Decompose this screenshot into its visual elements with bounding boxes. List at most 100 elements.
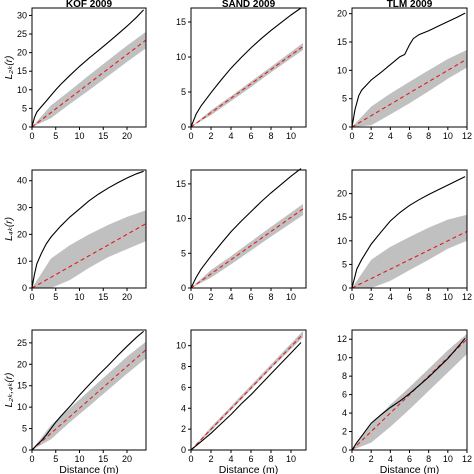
x-tick-label: 6	[407, 292, 412, 302]
panel-6: 0 2 4 6 8 10 12 0 5 10 15 20	[337, 169, 472, 302]
x-tick-label: 2	[208, 454, 213, 464]
panel-2: 0 2 4 6 8 10 0 5 10 15 SAND 2009	[176, 0, 307, 141]
x-tick-label: 2	[208, 131, 213, 141]
x-tick-label: 2	[208, 292, 213, 302]
x-tick-label: 20	[122, 292, 132, 302]
y-tick-label: 2	[342, 427, 347, 437]
x-tick-label: 6	[407, 131, 412, 141]
y-tick-label: 0	[22, 122, 27, 132]
x-tick-label: 2	[369, 454, 374, 464]
y-tick-label: 6	[181, 382, 186, 392]
x-tick-label: 10	[286, 454, 296, 464]
y-tick-label: 15	[17, 381, 27, 391]
expected-line	[31, 39, 147, 128]
x-tick-label: 4	[228, 454, 233, 464]
y-tick-label: 0	[342, 283, 347, 293]
y-tick-label: 15	[176, 17, 186, 27]
y-tick-label: 0	[181, 445, 186, 455]
y-tick-label: 4	[181, 403, 186, 413]
x-tick-label: 8	[268, 454, 273, 464]
x-tick-label: 12	[462, 131, 472, 141]
x-tick-label: 6	[248, 292, 253, 302]
expected-line	[190, 333, 304, 451]
x-tick-label: 6	[248, 454, 253, 464]
y-tick-label: 20	[17, 359, 27, 369]
y-tick-label: 10	[17, 402, 27, 412]
x-tick-label: 8	[426, 454, 431, 464]
y-axis-label: L₂ₖ(r)	[4, 56, 15, 80]
envelope-band	[352, 333, 467, 450]
y-tick-label: 10	[176, 214, 186, 224]
y-axis-label: L₂ₖ,₄ₖ(r)	[4, 373, 15, 408]
x-tick-label: 0	[349, 454, 354, 464]
y-tick-label: 8	[342, 371, 347, 381]
y-tick-label: 5	[22, 103, 27, 113]
y-tick-label: 10	[337, 353, 347, 363]
panel-9: 0 2 4 6 8 10 12 0 2 4 6 8 10 12 Distance (m)	[337, 329, 472, 474]
observed-line	[31, 9, 144, 128]
y-tick-label: 4	[342, 408, 347, 418]
y-tick-label: 6	[342, 390, 347, 400]
y-tick-label: 12	[337, 334, 347, 344]
x-tick-label: 0	[29, 292, 34, 302]
y-tick-label: 20	[337, 9, 347, 19]
y-tick-label: 10	[17, 256, 27, 266]
expected-line	[351, 230, 468, 289]
panel-title: SAND 2009	[222, 0, 276, 10]
expected-line	[31, 223, 147, 289]
x-tick-label: 0	[349, 131, 354, 141]
expected-line	[351, 338, 468, 451]
panel-8: 0 2 4 6 8 10 0 2 4 6 8 10 Distance (m)	[176, 329, 307, 474]
x-tick-label: 0	[29, 454, 34, 464]
x-tick-label: 10	[443, 454, 453, 464]
y-tick-label: 15	[176, 179, 186, 189]
y-tick-label: 0	[181, 122, 186, 132]
y-tick-label: 40	[17, 176, 27, 186]
y-tick-label: 5	[342, 259, 347, 269]
x-tick-label: 4	[228, 131, 233, 141]
panel-7: 0 5 10 15 20 0 5 10 15 20 25 Distance (m) L₂ₖ,₄ₖ(r)	[4, 329, 147, 474]
envelope-band	[32, 341, 146, 450]
plot-frame	[190, 169, 307, 289]
observed-line	[351, 337, 466, 451]
x-tick-label: 5	[53, 292, 58, 302]
y-tick-label: 20	[17, 229, 27, 239]
observed-line	[31, 170, 144, 289]
expected-line	[190, 208, 304, 289]
x-tick-label: 0	[29, 131, 34, 141]
panel-3: 0 2 4 6 8 10 12 0 5 10 15 20 TLM 2009	[337, 0, 472, 141]
y-tick-label: 15	[17, 66, 27, 76]
y-tick-label: 5	[342, 94, 347, 104]
y-tick-label: 0	[181, 283, 186, 293]
envelope-band	[32, 31, 146, 127]
x-tick-label: 10	[443, 131, 453, 141]
x-tick-label: 10	[286, 131, 296, 141]
y-axis-label: L₄ₖ(r)	[4, 217, 15, 241]
y-tick-label: 25	[17, 338, 27, 348]
x-tick-label: 8	[268, 292, 273, 302]
y-tick-label: 10	[176, 341, 186, 351]
y-tick-label: 0	[22, 283, 27, 293]
x-tick-label: 8	[268, 131, 273, 141]
x-axis-label: Distance (m)	[59, 464, 119, 474]
x-tick-label: 5	[53, 454, 58, 464]
x-tick-label: 8	[426, 292, 431, 302]
y-tick-label: 30	[17, 203, 27, 213]
panel-5: 0 2 4 6 8 10 0 5 10 15	[176, 168, 307, 302]
x-tick-label: 6	[407, 454, 412, 464]
panel-4: 0 5 10 15 20 0 10 20 30 40 L₄ₖ(r)	[4, 169, 147, 302]
plot-frame	[31, 169, 147, 289]
envelope-band	[352, 49, 467, 127]
x-tick-label: 0	[188, 131, 193, 141]
x-tick-label: 15	[98, 292, 108, 302]
y-tick-label: 15	[337, 212, 347, 222]
x-tick-label: 10	[443, 292, 453, 302]
x-tick-label: 12	[462, 454, 472, 464]
x-tick-label: 10	[74, 454, 84, 464]
x-tick-label: 6	[248, 131, 253, 141]
y-tick-label: 15	[337, 37, 347, 47]
plot-frame	[31, 329, 147, 451]
x-tick-label: 10	[74, 131, 84, 141]
x-tick-label: 0	[188, 454, 193, 464]
